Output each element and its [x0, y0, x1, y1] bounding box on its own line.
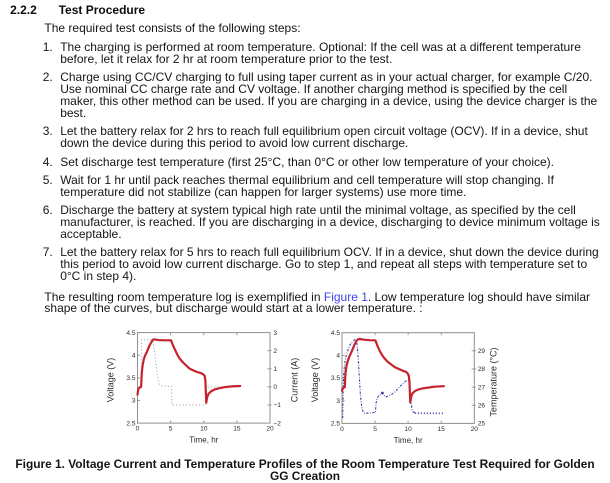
- svg-text:Voltage (V): Voltage (V): [106, 358, 116, 403]
- svg-text:4: 4: [132, 352, 136, 359]
- svg-text:Voltage (V): Voltage (V): [310, 358, 320, 403]
- svg-text:3: 3: [336, 398, 340, 405]
- svg-text:−2: −2: [273, 420, 281, 427]
- svg-text:26: 26: [478, 402, 486, 409]
- svg-text:3: 3: [273, 330, 277, 337]
- svg-text:15: 15: [233, 426, 241, 433]
- svg-text:3: 3: [132, 398, 136, 405]
- svg-text:10: 10: [404, 426, 412, 433]
- svg-text:0: 0: [340, 426, 344, 433]
- svg-text:4: 4: [336, 353, 340, 360]
- svg-text:Time, hr: Time, hr: [189, 436, 218, 445]
- svg-text:2.5: 2.5: [126, 420, 135, 427]
- svg-text:28: 28: [478, 366, 486, 373]
- svg-text:Current (A): Current (A): [290, 358, 300, 403]
- svg-text:3.5: 3.5: [331, 375, 340, 382]
- svg-text:5: 5: [169, 426, 173, 433]
- svg-text:−1: −1: [273, 402, 281, 409]
- svg-text:29: 29: [478, 348, 486, 355]
- svg-text:4.5: 4.5: [126, 330, 135, 337]
- svg-text:2: 2: [273, 348, 277, 355]
- svg-text:1: 1: [273, 366, 277, 373]
- svg-text:Time, hr: Time, hr: [394, 436, 423, 445]
- svg-text:20: 20: [266, 426, 274, 433]
- svg-text:2.5: 2.5: [331, 421, 340, 428]
- svg-text:0: 0: [136, 426, 140, 433]
- svg-text:3.5: 3.5: [126, 375, 135, 382]
- svg-text:4.5: 4.5: [331, 330, 340, 337]
- svg-text:27: 27: [478, 384, 486, 391]
- svg-text:15: 15: [438, 426, 446, 433]
- svg-text:Temperature (°C): Temperature (°C): [489, 347, 499, 416]
- svg-text:0: 0: [273, 384, 277, 391]
- svg-text:25: 25: [478, 421, 486, 428]
- svg-text:10: 10: [200, 426, 208, 433]
- svg-text:20: 20: [471, 426, 479, 433]
- svg-text:5: 5: [373, 426, 377, 433]
